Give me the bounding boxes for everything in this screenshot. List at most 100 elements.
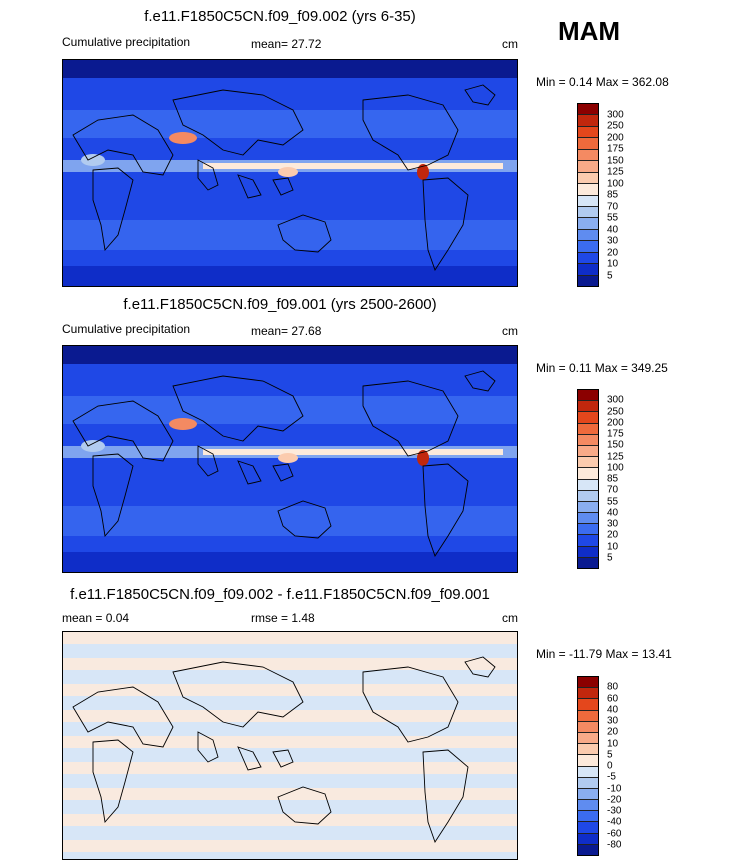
season-label: MAM <box>558 16 621 46</box>
colorbar-tick-label: 30 <box>607 715 619 727</box>
colorbar-swatch <box>578 390 598 402</box>
colorbar-swatch <box>578 524 598 536</box>
colorbar-swatch <box>578 822 598 834</box>
colorbar-swatch <box>578 412 598 424</box>
colorbar-tick-label: 200 <box>607 132 624 143</box>
colorbar-tick-label: 30 <box>607 518 619 530</box>
colorbar-tick-label: 70 <box>607 201 619 212</box>
colorbar-tick-label: 5 <box>607 749 613 761</box>
colorbar-tick-label: -30 <box>607 805 622 817</box>
colorbar-tick-label: 40 <box>607 507 619 519</box>
colorbar-tick-label: 60 <box>607 693 619 704</box>
colorbar-tick-label: 125 <box>607 451 624 462</box>
colorbar-tick-label: 20 <box>607 247 619 258</box>
colorbar-swatch <box>578 788 598 801</box>
colorbar-tick-label: 85 <box>607 473 619 485</box>
colorbar-tick-label: 0 <box>607 760 613 772</box>
panel-2-minmax: Min = 0.11 Max = 349.25 <box>536 361 668 375</box>
panel-1-units: cm <box>502 37 518 51</box>
colorbar-swatch <box>578 229 598 242</box>
panel-3-minmax: Min = -11.79 Max = 13.41 <box>536 647 672 661</box>
panel-2-mean: mean= 27.68 <box>251 324 322 338</box>
panel-3-units: cm <box>502 611 518 625</box>
colorbar-swatch <box>578 172 598 185</box>
colorbar-swatch <box>578 688 598 700</box>
panel-2-variable-label: Cumulative precipitation <box>62 322 191 336</box>
colorbar-tick-label: 55 <box>607 212 619 224</box>
colorbar-swatch <box>578 513 598 525</box>
colorbar-swatch <box>578 755 598 767</box>
panel-2-map <box>62 345 518 573</box>
colorbar-tick-label: 150 <box>607 439 624 451</box>
panel-3-mean: mean = 0.04 <box>62 611 130 625</box>
colorbar-tick-label: 125 <box>607 166 624 178</box>
colorbar-tick-label: 300 <box>607 109 624 120</box>
colorbar-swatch <box>578 252 598 265</box>
colorbar-swatch <box>578 699 598 711</box>
colorbar-swatch <box>578 710 598 722</box>
colorbar-swatch <box>578 423 598 435</box>
colorbar-swatch <box>578 744 598 756</box>
panel-1-variable-label: Cumulative precipitation <box>62 35 191 49</box>
colorbar-swatch <box>578 777 598 789</box>
colorbar-swatch <box>578 811 598 823</box>
colorbar-tick-label: 40 <box>607 224 619 235</box>
colorbar-swatch <box>578 434 598 446</box>
colorbar-swatch <box>578 126 598 139</box>
colorbar-swatch <box>578 535 598 547</box>
colorbar-swatch <box>578 490 598 502</box>
colorbar-swatch <box>578 445 598 458</box>
colorbar-swatch <box>578 766 598 778</box>
colorbar-swatch <box>578 206 598 219</box>
panel-3-colorbar <box>577 676 599 856</box>
colorbar-swatch <box>578 149 598 162</box>
colorbar-tick-label: 300 <box>607 394 624 406</box>
panel-2-colorbar <box>577 389 599 569</box>
colorbar-tick-label: 30 <box>607 235 619 247</box>
colorbar-swatch <box>578 104 598 116</box>
panel-3-map-svg <box>63 632 517 859</box>
colorbar-swatch <box>578 115 598 127</box>
colorbar-tick-label: 250 <box>607 120 624 132</box>
colorbar-tick-label: -80 <box>607 839 622 851</box>
colorbar-tick-label: 20 <box>607 726 619 738</box>
colorbar-swatch <box>578 732 598 745</box>
panel-1-map <box>62 59 518 287</box>
colorbar-swatch <box>578 161 598 173</box>
colorbar-tick-label: 5 <box>607 552 613 564</box>
colorbar-swatch <box>578 241 598 253</box>
colorbar-swatch <box>578 468 598 480</box>
colorbar-tick-label: 20 <box>607 529 619 541</box>
colorbar-swatch <box>578 677 598 689</box>
colorbar-tick-label: 100 <box>607 178 624 189</box>
colorbar-swatch <box>578 546 598 558</box>
colorbar-swatch <box>578 184 598 196</box>
colorbar-swatch <box>578 218 598 230</box>
panel-1-minmax: Min = 0.14 Max = 362.08 <box>536 75 669 89</box>
colorbar-swatch <box>578 401 598 413</box>
colorbar-tick-label: -20 <box>607 794 622 806</box>
colorbar-swatch <box>578 800 598 812</box>
colorbar-tick-label: 100 <box>607 462 624 474</box>
panel-1-colorbar <box>577 103 599 287</box>
colorbar-tick-label: -40 <box>607 816 622 828</box>
colorbar-swatch <box>578 479 598 491</box>
panel-2-units: cm <box>502 324 518 338</box>
colorbar-tick-label: 150 <box>607 155 624 166</box>
panel-1-mean: mean= 27.72 <box>251 37 322 51</box>
colorbar-tick-label: 40 <box>607 704 619 716</box>
colorbar-tick-label: 175 <box>607 428 624 440</box>
colorbar-tick-label: 70 <box>607 484 619 496</box>
panel-3-rmse: rmse = 1.48 <box>251 611 315 625</box>
colorbar-tick-label: 85 <box>607 189 619 201</box>
panel-1-map-svg <box>63 60 517 286</box>
colorbar-tick-label: -60 <box>607 828 622 839</box>
colorbar-tick-label: -5 <box>607 771 616 783</box>
colorbar-swatch <box>578 501 598 514</box>
colorbar-tick-label: 10 <box>607 258 619 270</box>
colorbar-swatch <box>578 844 598 855</box>
colorbar-tick-label: 5 <box>607 270 613 281</box>
panel-2-map-svg <box>63 346 517 572</box>
colorbar-tick-label: 55 <box>607 496 619 507</box>
colorbar-tick-label: 10 <box>607 738 619 749</box>
